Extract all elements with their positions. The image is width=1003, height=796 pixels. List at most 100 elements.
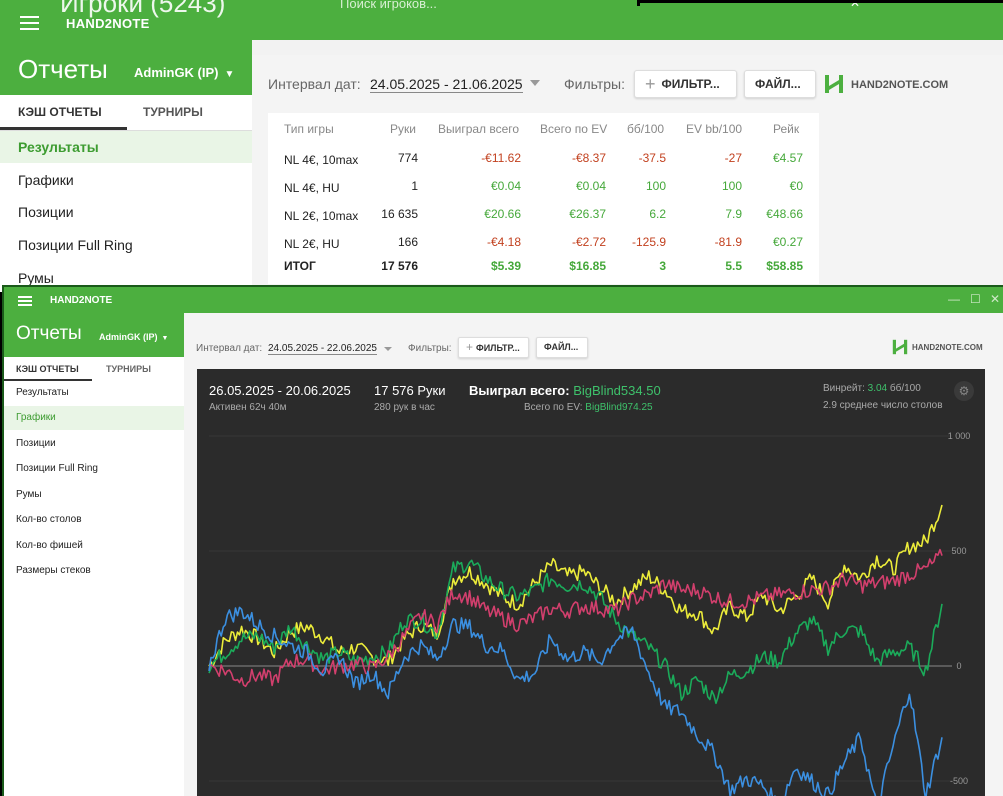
table-cell: -81.9	[714, 235, 742, 249]
file-button[interactable]: ФАЙЛ...	[744, 70, 816, 98]
nav-item-positions[interactable]: Позиции	[18, 204, 74, 220]
top-app-bar: Игроки (5243) Поиск игроков... ✕ HAND2NO…	[0, 0, 1003, 40]
menu-icon[interactable]	[18, 296, 32, 306]
winrate-label: Винрейт:	[823, 383, 865, 394]
reports-header: Отчеты AdminGK (IP) ▼	[4, 313, 184, 357]
date-interval-selector[interactable]: 24.05.2025 - 22.06.2025	[268, 343, 377, 355]
nav-item-graphs[interactable]: Графики	[4, 406, 184, 430]
maximize-icon[interactable]: ☐	[970, 292, 981, 306]
ghost-window-title: Игроки (5243)	[60, 0, 226, 18]
y-tick-label: 0	[956, 661, 961, 671]
window-edge	[640, 0, 1003, 3]
back-window: Игроки (5243) Поиск игроков... ✕ HAND2NO…	[0, 0, 1003, 292]
minimize-icon[interactable]: —	[948, 292, 960, 306]
graph-won-total: Выиграл всего: BigBlind534.50	[469, 383, 661, 398]
ev-value: BigBlind974.25	[585, 402, 653, 413]
plus-icon: +	[466, 340, 474, 354]
y-tick-label: 1 000	[948, 431, 971, 441]
nav-item-rooms[interactable]: Румы	[16, 489, 42, 500]
graph-date-range: 26.05.2025 - 20.06.2025	[209, 383, 351, 398]
table-cell: NL 4€, HU	[284, 181, 340, 195]
graph-canvas[interactable]: 1 000 500 0 -500	[197, 369, 985, 796]
nav-item-positions[interactable]: Позиции	[16, 438, 56, 449]
ev-label: Всего по EV:	[524, 402, 583, 413]
pink-series-line	[208, 548, 943, 688]
table-cell: €0	[789, 179, 803, 193]
close-icon[interactable]: ✕	[990, 292, 1001, 306]
tab-cash-reports[interactable]: КЭШ ОТЧЕТЫ	[18, 105, 102, 119]
tab-tournaments[interactable]: ТУРНИРЫ	[106, 364, 151, 374]
table-cell: 7.9	[725, 207, 742, 221]
add-filter-button[interactable]: + ФИЛЬТР...	[458, 337, 529, 358]
results-graph: 1 000 500 0 -500 26.05.2025 - 20.06.2025 Ак…	[197, 369, 985, 796]
nav-item-fish-count[interactable]: Кол-во фишей	[16, 540, 83, 551]
add-filter-label: ФИЛЬТР...	[661, 77, 720, 91]
table-cell: 100	[645, 179, 666, 193]
blue-series-line	[208, 606, 943, 796]
account-name: AdminGK (IP)	[134, 65, 219, 80]
chevron-down-icon[interactable]	[384, 347, 392, 351]
tab-tournaments[interactable]: ТУРНИРЫ	[143, 105, 203, 119]
ghost-close-icon: ✕	[850, 0, 861, 10]
gear-icon[interactable]: ⚙	[954, 381, 974, 401]
table-cell: 774	[397, 151, 418, 165]
account-selector[interactable]: AdminGK (IP) ▼	[134, 65, 234, 80]
column-header[interactable]: Тип игры	[284, 122, 334, 136]
table-cell: €20.66	[484, 207, 521, 221]
table-cell: €4.57	[772, 151, 803, 165]
menu-icon[interactable]	[20, 16, 39, 30]
column-header[interactable]: Руки	[390, 122, 416, 136]
file-button-label: ФАЙЛ...	[544, 342, 579, 352]
file-button-label: ФАЙЛ...	[755, 77, 801, 91]
table-cell: -€11.62	[481, 151, 521, 165]
nav-item-stack-sizes[interactable]: Размеры стеков	[16, 565, 91, 576]
add-filter-button[interactable]: + ФИЛЬТР...	[634, 70, 737, 98]
nav-item-graphs[interactable]: Графики	[18, 172, 74, 188]
table-cell: NL 2€, 10max	[284, 209, 359, 223]
table-cell: -125.9	[631, 235, 666, 249]
hand2note-logo-icon	[892, 339, 908, 355]
chevron-down-icon: ▼	[161, 335, 169, 342]
total-cell: $58.85	[766, 259, 803, 273]
graph-winrate: Винрейт: 3.04 бб/100	[823, 383, 921, 394]
account-selector[interactable]: AdminGK (IP) ▼	[99, 332, 168, 342]
table-cell: 1	[411, 179, 418, 193]
page-title: Отчеты	[16, 323, 82, 344]
nav-item-positions-full-ring[interactable]: Позиции Full Ring	[16, 463, 98, 474]
nav-item-rooms[interactable]: Румы	[18, 270, 54, 286]
graph-avg-tables: 2.9 среднее число столов	[823, 400, 943, 411]
hand2note-logo-icon	[825, 75, 843, 93]
nav-item-results[interactable]: Результаты	[0, 131, 252, 163]
yellow-series-line	[208, 504, 943, 667]
nav-item-results[interactable]: Результаты	[16, 387, 69, 398]
winrate-unit: бб/100	[889, 383, 921, 394]
nav-item-positions-full-ring[interactable]: Позиции Full Ring	[18, 237, 133, 253]
date-interval-selector[interactable]: 24.05.2025 - 21.06.2025	[370, 76, 523, 93]
account-name: AdminGK (IP)	[99, 332, 158, 342]
column-header[interactable]: Выиграл всего	[438, 122, 520, 136]
reports-nav: Результаты Графики Позиции Позиции Full …	[0, 131, 252, 292]
logo-text: HAND2NOTE.COM	[851, 79, 949, 91]
table-cell: €0.27	[772, 235, 803, 249]
table-cell: -€8.37	[571, 151, 606, 165]
chevron-down-icon[interactable]	[530, 80, 540, 86]
table-cell: €48.66	[766, 207, 803, 221]
tab-cash-reports[interactable]: КЭШ ОТЧЕТЫ	[16, 364, 79, 374]
column-header[interactable]: Всего по EV	[540, 122, 608, 136]
window-edge-mark	[637, 0, 640, 6]
won-value: BigBlind534.50	[573, 383, 661, 398]
column-header[interactable]: EV bb/100	[686, 122, 743, 136]
graph-hands-per-hour: 280 рук в час	[374, 402, 435, 413]
nav-item-table-count[interactable]: Кол-во столов	[16, 514, 82, 525]
brand-name: HAND2NOTE	[50, 295, 113, 306]
plus-icon: +	[645, 74, 656, 94]
table-cell: 166	[397, 235, 418, 249]
column-header[interactable]: бб/100	[627, 122, 665, 136]
date-interval-label: Интервал дат:	[268, 76, 361, 92]
reports-nav: Результаты Графики Позиции Позиции Full …	[4, 381, 184, 796]
logo-text: HAND2NOTE.COM	[912, 343, 983, 352]
column-header[interactable]: Рейк	[773, 122, 800, 136]
filters-label: Фильтры:	[564, 76, 625, 92]
file-button[interactable]: ФАЙЛ...	[536, 337, 588, 358]
date-interval-label: Интервал дат:	[196, 343, 263, 354]
